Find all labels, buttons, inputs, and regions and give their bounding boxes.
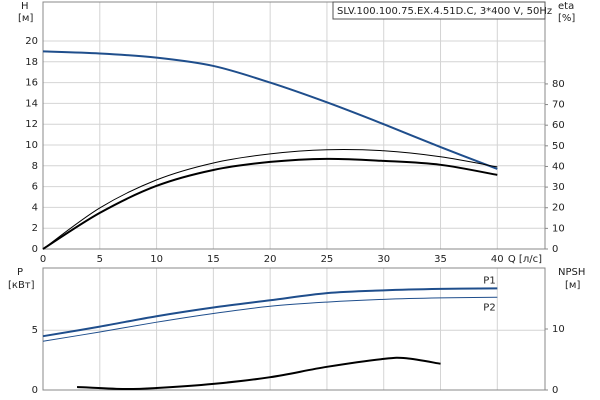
y2-tick-label: 10	[552, 324, 565, 335]
y2-axis-label: [м]	[565, 280, 580, 291]
chart-title: SLV.100.100.75.EX.4.51D.C, 3*400 V, 50Hz	[337, 6, 552, 17]
curve	[77, 356, 441, 391]
x-tick-label: 35	[434, 254, 447, 265]
plot-frame	[42, 267, 546, 391]
x-tick-label: 20	[264, 254, 277, 265]
y-tick-label: 14	[25, 98, 38, 109]
y2-tick-label: 10	[552, 223, 565, 234]
y2-tick-label: 70	[552, 100, 565, 111]
curve	[42, 149, 498, 250]
y-axis-label: H	[21, 1, 29, 12]
x-tick-label: 15	[207, 254, 220, 265]
y2-tick-label: 60	[552, 120, 565, 131]
series-label: P1	[483, 275, 495, 286]
x-tick-label: 40	[491, 254, 504, 265]
y2-tick-label: 0	[552, 244, 558, 255]
y-tick-label: 2	[32, 223, 38, 234]
y-axis-label: [кВт]	[8, 280, 35, 291]
x-tick-label: 0	[40, 254, 46, 265]
y2-tick-label: 20	[552, 203, 565, 214]
y-axis-label: P	[17, 267, 23, 278]
y-tick-label: 5	[32, 325, 38, 336]
y-tick-label: 0	[32, 244, 38, 255]
y-tick-label: 4	[32, 202, 38, 213]
y-tick-label: 16	[25, 78, 38, 89]
x-tick-label: 30	[377, 254, 390, 265]
y2-tick-label: 40	[552, 161, 565, 172]
x-axis-label: Q [л/с]	[508, 254, 542, 265]
curve	[42, 287, 498, 338]
curve	[42, 157, 498, 250]
y-tick-label: 8	[32, 161, 38, 172]
title-box	[332, 1, 546, 20]
x-tick-label: 25	[321, 254, 334, 265]
y-tick-label: 12	[25, 119, 38, 130]
curve	[42, 296, 498, 342]
plot-frame	[42, 1, 546, 250]
y2-tick-label: 0	[552, 385, 558, 396]
y-tick-label: 20	[25, 36, 38, 47]
curve	[42, 50, 498, 170]
series-label: P2	[483, 302, 495, 313]
y2-tick-label: 80	[552, 79, 565, 90]
x-tick-label: 10	[150, 254, 163, 265]
y-tick-label: 18	[25, 57, 38, 68]
y2-axis-label: eta	[558, 1, 574, 12]
y-tick-label: 0	[32, 385, 38, 396]
x-tick-label: 5	[97, 254, 103, 265]
y2-axis-label: NPSH	[558, 267, 585, 278]
y2-tick-label: 30	[552, 182, 565, 193]
y-tick-label: 6	[32, 182, 38, 193]
y2-tick-label: 50	[552, 141, 565, 152]
y-axis-label: [м]	[18, 13, 33, 24]
y2-axis-label: [%]	[558, 13, 575, 24]
y-tick-label: 10	[25, 140, 38, 151]
